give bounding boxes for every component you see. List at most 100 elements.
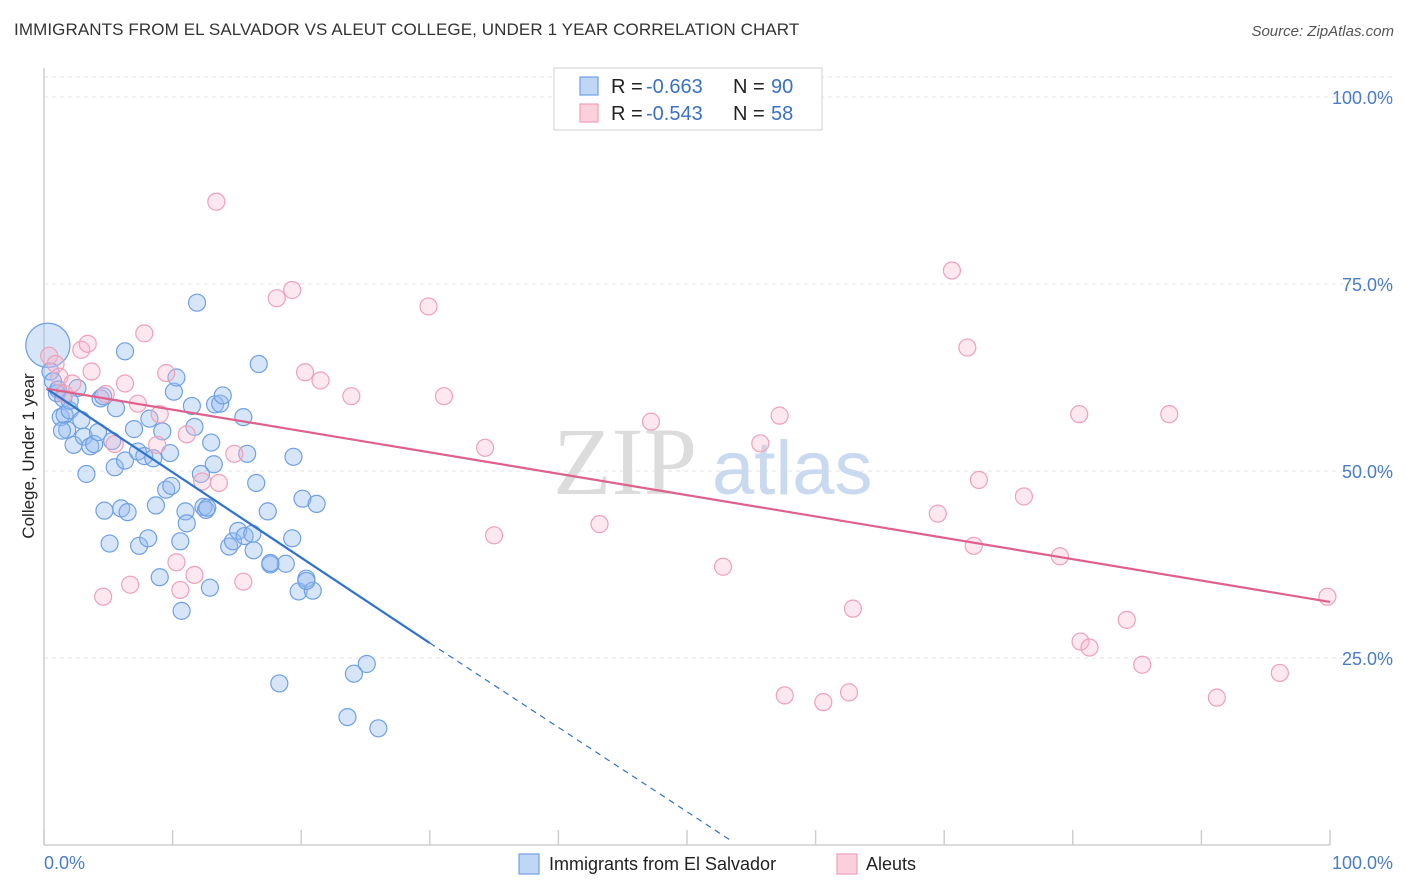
legend-r-label-blue: R = — [611, 76, 643, 98]
point-aleuts-46 — [942, 261, 962, 280]
point-aleuts-19 — [171, 580, 190, 600]
point-el-salvador-72 — [276, 554, 295, 573]
point-el-salvador-86 — [115, 342, 135, 361]
point-el-salvador-55 — [204, 455, 223, 474]
y-tick-labels: 25.0% 50.0% 75.0% 100.0% — [1332, 88, 1393, 669]
legend-r-value-pink: -0.543 — [646, 103, 703, 125]
legend-n-label-blue: N = — [733, 76, 765, 98]
point-el-salvador-81 — [344, 664, 364, 683]
point-aleuts-26 — [234, 572, 253, 591]
point-el-salvador-20 — [95, 501, 114, 520]
legend-bottom-swatch-blue — [518, 853, 540, 875]
point-aleuts-4 — [63, 374, 82, 393]
legend-top: R = -0.663 N = 90 R = -0.543 N = 58 — [553, 67, 823, 131]
point-aleuts-8 — [94, 587, 113, 606]
point-aleuts-38 — [713, 557, 733, 576]
point-el-salvador-79 — [307, 494, 326, 514]
point-aleuts-42 — [814, 693, 833, 712]
point-el-salvador-68 — [249, 354, 268, 374]
watermark-zip: ZIP — [553, 408, 697, 515]
trend-line-el-salvador — [45, 387, 431, 644]
point-aleuts-right-0 — [1207, 688, 1226, 707]
point-el-salvador-65 — [243, 524, 262, 543]
point-el-salvador-49 — [187, 293, 207, 312]
point-el-salvador-66 — [244, 541, 263, 560]
watermark: ZIP atlas — [553, 408, 873, 515]
point-aleuts-12 — [121, 575, 140, 594]
legend-bottom-label-pink: Aleuts — [866, 854, 916, 874]
point-aleuts-20 — [177, 425, 196, 444]
point-aleuts-50 — [1014, 487, 1034, 506]
point-el-salvador-64 — [238, 444, 257, 463]
point-el-salvador-82 — [357, 654, 376, 674]
point-aleuts-18 — [167, 553, 186, 572]
point-aleuts-47 — [958, 338, 977, 357]
series-immigrants-from-el-salvador — [25, 293, 388, 738]
point-el-salvador-13 — [74, 427, 93, 446]
point-el-salvador-54 — [202, 433, 221, 452]
point-el-salvador-87 — [198, 498, 217, 517]
point-el-salvador-33 — [140, 409, 159, 428]
point-aleuts-32 — [419, 297, 438, 316]
x-axis-ticks — [43, 830, 1331, 845]
point-el-salvador-83 — [369, 719, 388, 738]
point-el-salvador-73 — [283, 529, 302, 548]
point-el-salvador-26 — [115, 451, 135, 470]
point-el-salvador-23 — [105, 458, 124, 477]
point-aleuts-21 — [185, 565, 204, 585]
point-el-salvador-67 — [247, 473, 266, 493]
point-el-salvador-46 — [177, 514, 196, 533]
point-el-salvador-76 — [293, 489, 312, 508]
point-aleuts-30 — [311, 371, 330, 390]
watermark-atlas: atlas — [712, 426, 873, 511]
point-el-salvador-35 — [146, 496, 165, 515]
chart-title: IMMIGRANTS FROM EL SALVADOR VS ALEUT COL… — [14, 20, 800, 39]
point-el-salvador-89 — [297, 571, 316, 591]
point-el-salvador-48 — [185, 417, 204, 436]
point-aleuts-15 — [148, 435, 167, 454]
point-aleuts-11 — [115, 374, 135, 393]
point-el-salvador-16 — [85, 434, 104, 454]
point-aleuts-57 — [1160, 405, 1179, 424]
point-el-salvador-32 — [139, 529, 158, 548]
point-el-salvador-44 — [172, 601, 191, 620]
point-el-salvador-53 — [200, 578, 219, 597]
point-el-salvador-42 — [167, 368, 186, 387]
x-tick-label-max: 100.0% — [1332, 853, 1393, 873]
chart-source: Source: ZipAtlas.com — [1251, 23, 1394, 40]
point-el-salvador-80 — [338, 707, 357, 727]
point-aleuts-34 — [475, 438, 495, 457]
point-aleuts-45 — [928, 504, 947, 523]
legend-n-value-pink: 58 — [771, 103, 793, 125]
point-el-salvador-69 — [258, 502, 277, 521]
legend-top-box — [553, 67, 823, 131]
point-el-salvador-60 — [223, 532, 243, 551]
point-aleuts-37 — [641, 412, 661, 431]
point-el-salvador-58 — [213, 386, 232, 405]
point-el-salvador-50 — [191, 464, 210, 484]
legend-bottom-swatch-pink — [836, 853, 858, 875]
point-aleuts-7 — [82, 362, 101, 381]
point-aleuts-44 — [843, 599, 862, 618]
y-tick-label-50: 50.0% — [1342, 462, 1393, 482]
legend-r-value-blue: -0.663 — [646, 76, 703, 98]
point-aleuts-49 — [969, 470, 989, 490]
point-aleuts-40 — [770, 406, 789, 425]
y-tick-label-100: 100.0% — [1332, 88, 1393, 108]
point-el-salvador-43 — [171, 532, 190, 551]
trend-lines — [45, 387, 1331, 842]
point-aleuts-24 — [209, 473, 228, 493]
point-aleuts-33 — [434, 387, 454, 406]
point-el-salvador-41 — [164, 382, 183, 401]
point-aleuts-6 — [78, 334, 97, 353]
point-aleuts-25 — [225, 444, 244, 463]
point-aleuts-56 — [1133, 655, 1152, 674]
legend-swatch-pink — [579, 103, 599, 123]
point-aleuts-29 — [295, 363, 315, 382]
point-aleuts-23 — [207, 192, 226, 211]
y-tick-label-75: 75.0% — [1342, 275, 1393, 295]
point-el-salvador-21 — [100, 534, 119, 553]
legend-bottom: Immigrants from El Salvador Aleuts — [518, 853, 916, 875]
point-aleuts-36 — [590, 515, 609, 534]
